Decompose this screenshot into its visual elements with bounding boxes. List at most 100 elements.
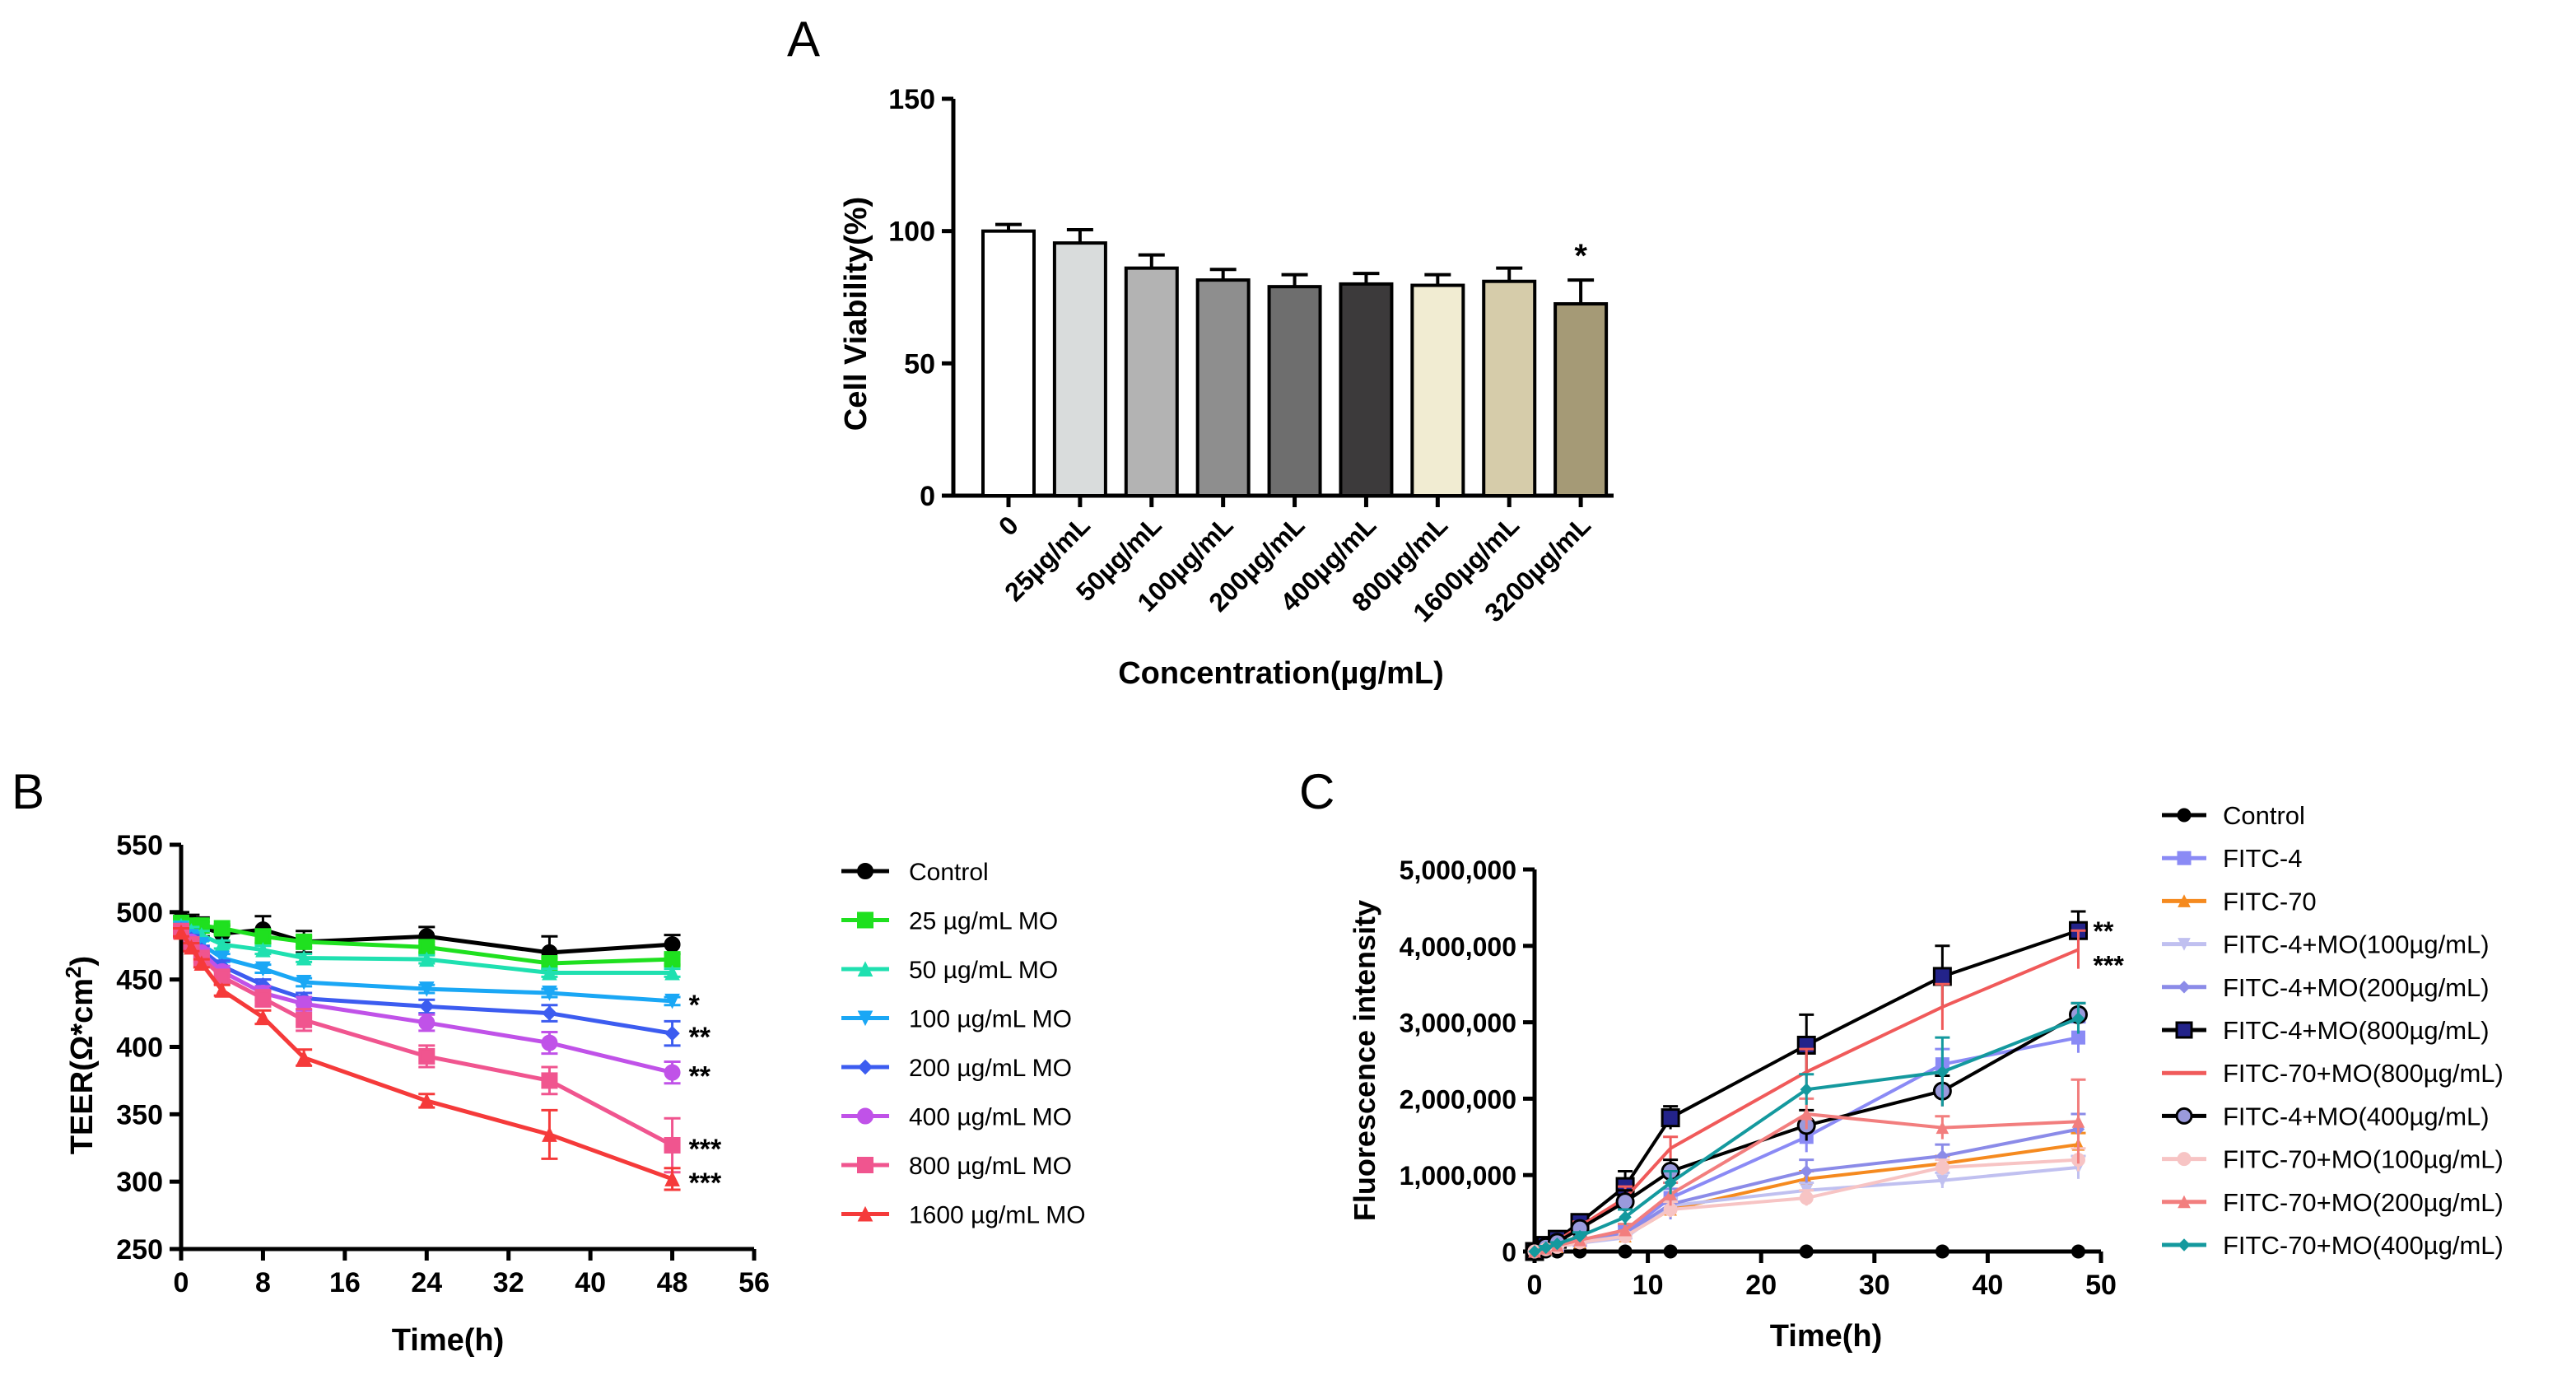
data-point <box>2071 1012 2085 1025</box>
data-point <box>1799 1191 1814 1205</box>
legend-marker <box>857 1059 873 1075</box>
y-tick-label: 150 <box>888 84 935 115</box>
panel-b-teer-line-chart: 250 300 350 400 450 500 550 0 8 16 24 32 40 48 56 TEER(… <box>61 830 1086 1358</box>
panel-label-c: C <box>1299 764 1335 819</box>
x-tick-label: 48 <box>657 1267 688 1298</box>
data-point <box>664 993 680 1009</box>
legend-label: FITC-4+MO(400µg/mL) <box>2223 1102 2490 1130</box>
data-point <box>664 951 681 968</box>
x-tick-label: 40 <box>1972 1270 2003 1301</box>
legend-label: 1600 µg/mL MO <box>909 1202 1086 1229</box>
legend-label: 800 µg/mL MO <box>909 1153 1072 1180</box>
bar <box>1124 266 1179 497</box>
data-point <box>664 964 680 981</box>
data-point <box>214 982 231 998</box>
data-point <box>664 1136 681 1154</box>
data-point <box>419 999 435 1014</box>
data-point <box>1540 1241 1553 1255</box>
x-tick-label: 56 <box>738 1267 770 1298</box>
legend-label: FITC-70 <box>2223 887 2317 916</box>
data-point <box>542 1126 557 1142</box>
y-tick-label: 550 <box>116 830 163 861</box>
y-tick-label: 50 <box>904 348 935 380</box>
legend-marker <box>2178 981 2191 994</box>
legend-label: FITC-4+MO(100µg/mL) <box>2223 930 2490 959</box>
data-point <box>542 964 557 981</box>
data-point <box>255 961 271 977</box>
data-point <box>1664 1176 1677 1190</box>
bar <box>1554 302 1609 497</box>
legend-marker <box>2177 851 2192 865</box>
legend-label: 400 µg/mL MO <box>909 1104 1072 1131</box>
legend-label: FITC-70+MO(200µg/mL) <box>2223 1188 2504 1217</box>
data-point <box>254 928 272 945</box>
data-point <box>1800 1164 1813 1178</box>
bar <box>1339 282 1394 497</box>
legend-label: FITC-70+MO(800µg/mL) <box>2223 1059 2504 1088</box>
legend-marker <box>857 1010 873 1027</box>
legend-marker <box>857 961 873 976</box>
x-axis-title: Concentration(µg/mL) <box>1118 656 1444 691</box>
significance-marker: ** <box>2093 916 2113 946</box>
x-tick-label: 40 <box>575 1267 606 1298</box>
panel-label-a: A <box>787 12 820 67</box>
data-point <box>418 1047 436 1065</box>
panel-label-b: B <box>12 764 44 819</box>
y-axis-title-main: TEER(Ω*cm <box>65 978 100 1154</box>
x-axis-title: Time(h) <box>1770 1319 1883 1354</box>
data-point <box>1935 1121 1949 1135</box>
data-point <box>184 939 199 955</box>
legend-label: 25 µg/mL MO <box>909 908 1058 935</box>
legend-marker <box>2178 894 2191 907</box>
x-axis-title: Time(h) <box>392 1323 505 1358</box>
significance-marker: ** <box>689 1022 711 1053</box>
data-point <box>1618 1244 1633 1259</box>
significance-marker: ** <box>689 1061 711 1093</box>
y-tick-label: 450 <box>116 965 163 996</box>
x-tick-label: 24 <box>411 1267 442 1298</box>
legend-marker <box>2178 938 2191 951</box>
x-tick-label: 20 <box>1745 1270 1777 1301</box>
legend-marker <box>857 1205 873 1222</box>
data-point <box>255 942 271 958</box>
data-point <box>418 1014 436 1032</box>
data-point <box>418 1093 435 1108</box>
data-point <box>1799 1244 1814 1259</box>
legend-label: 50 µg/mL MO <box>909 957 1058 984</box>
legend-marker <box>857 1107 873 1125</box>
y-tick-label: 3,000,000 <box>1400 1009 1516 1038</box>
bar <box>1052 241 1107 497</box>
x-tick-label: 32 <box>493 1267 524 1298</box>
bar <box>1267 285 1322 497</box>
data-point <box>296 933 313 950</box>
data-point <box>296 949 312 966</box>
data-point <box>296 974 312 990</box>
data-point <box>1935 1065 1949 1079</box>
legend-marker <box>2177 1152 2192 1167</box>
legend-marker <box>2178 1238 2191 1251</box>
y-tick-label: 300 <box>116 1167 163 1198</box>
data-point <box>214 950 231 967</box>
legend-label: FITC-4+MO(200µg/mL) <box>2223 973 2490 1002</box>
data-point <box>664 1064 681 1081</box>
legend-label: FITC-4 <box>2223 844 2302 873</box>
legend-marker <box>857 1157 873 1173</box>
data-point <box>1800 1083 1813 1096</box>
y-tick-label: 0 <box>920 481 935 512</box>
legend-label: FITC-70+MO(400µg/mL) <box>2223 1231 2504 1260</box>
legend-marker <box>2175 1107 2193 1125</box>
significance-marker: *** <box>689 1134 722 1165</box>
significance-marker: * <box>1574 238 1587 274</box>
y-tick-label: 250 <box>116 1234 163 1265</box>
data-point <box>541 1034 558 1051</box>
x-tick-label: 30 <box>1859 1270 1890 1301</box>
x-tick-label: 0 <box>993 510 1024 541</box>
data-point <box>1619 1223 1632 1237</box>
panel-c-fluorescence-line-chart: 0 1,000,000 2,000,000 3,000,000 4,000,000 5,0… <box>1348 801 2504 1354</box>
y-tick-label: 400 <box>116 1032 163 1064</box>
data-point <box>542 986 557 1001</box>
legend-label: 100 µg/mL MO <box>909 1006 1072 1033</box>
legend-label: 200 µg/mL MO <box>909 1055 1072 1082</box>
data-point <box>1932 967 1952 986</box>
